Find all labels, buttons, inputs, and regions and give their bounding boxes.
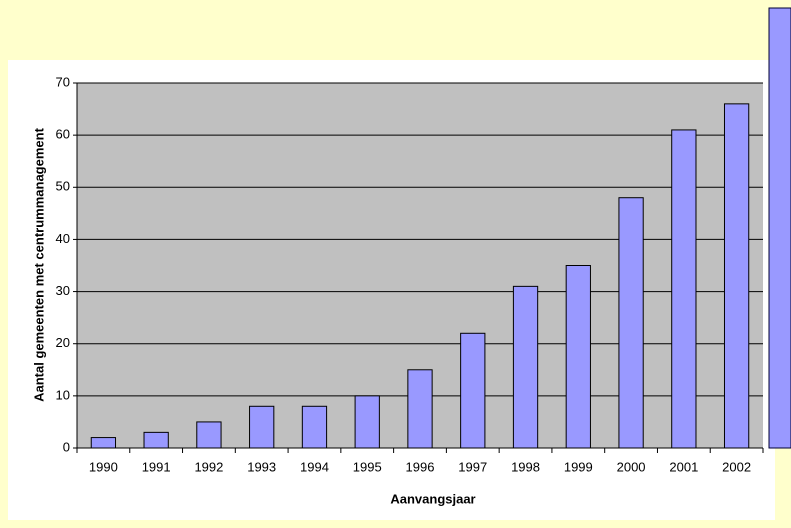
x-tick-label: 2001: [669, 459, 698, 474]
x-tick-label: 2000: [617, 459, 646, 474]
y-tick-label: 60: [56, 127, 70, 142]
side-panel: [768, 7, 791, 449]
x-tick-label: 1994: [300, 459, 329, 474]
x-tick-label: 1990: [89, 459, 118, 474]
y-tick-label: 50: [56, 179, 70, 194]
x-tick-label: 1995: [353, 459, 382, 474]
bar: [512, 285, 539, 449]
x-tick-label: 1996: [406, 459, 435, 474]
y-tick-label: 20: [56, 335, 70, 350]
bar: [723, 103, 750, 449]
y-tick-label: 30: [56, 283, 70, 298]
x-tick-label: 1991: [142, 459, 171, 474]
y-tick-label: 40: [56, 231, 70, 246]
x-tick-label: 1997: [458, 459, 487, 474]
x-tick-label: 1993: [247, 459, 276, 474]
bar: [249, 405, 275, 449]
y-tick-label: 0: [63, 439, 70, 454]
bar: [301, 405, 328, 449]
bar: [143, 431, 169, 449]
bar: [407, 369, 433, 449]
x-tick-label: 1999: [564, 459, 593, 474]
y-tick-label: 10: [56, 387, 70, 402]
bar: [354, 395, 380, 449]
x-tick-label: 1992: [194, 459, 223, 474]
y-axis-title: Aantal gemeenten met centrummanagement: [31, 127, 46, 401]
y-tick-label: 70: [56, 74, 70, 89]
x-tick-label: 2002: [722, 459, 751, 474]
x-tick-label: 1998: [511, 459, 540, 474]
x-axis-title: Aanvangsjaar: [390, 491, 475, 506]
bar: [565, 265, 591, 449]
bar: [460, 332, 486, 449]
bar: [196, 421, 222, 449]
bar: [618, 197, 644, 449]
bar: [671, 129, 697, 449]
bar: [90, 437, 117, 449]
